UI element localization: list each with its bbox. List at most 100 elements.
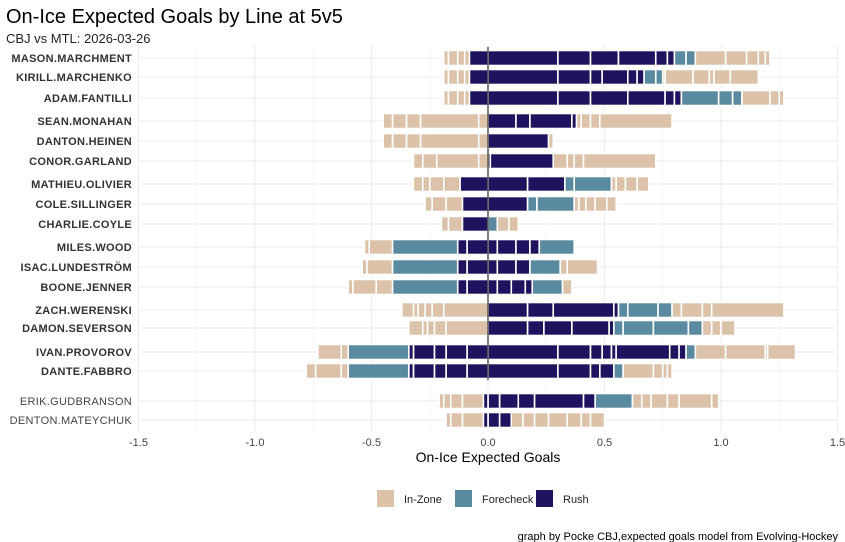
bar-segment-in-zone: [442, 68, 450, 86]
bar-segment-forecheck: [731, 89, 743, 107]
bar-segment-forecheck: [529, 258, 562, 276]
bar-segment-forecheck: [622, 319, 655, 337]
bar-segment-rush: [487, 89, 559, 107]
bar-segment-in-zone: [652, 362, 664, 380]
bar-segment-in-zone: [447, 89, 459, 107]
bar-segment-rush: [466, 343, 489, 361]
bar-segment-rush: [571, 319, 610, 337]
bar-segment-in-zone: [720, 319, 736, 337]
bar-segment-in-zone: [566, 152, 576, 170]
bar-segment-in-zone: [435, 152, 480, 170]
bar-segment-in-zone: [405, 112, 422, 130]
bar-segment-rush: [543, 319, 573, 337]
player-label: DANTE.FABBRO: [41, 366, 132, 378]
bar-segment-rush: [461, 215, 489, 233]
x-tick-label: -0.5: [362, 437, 381, 449]
player-label: CONOR.GARLAND: [29, 156, 132, 168]
bar-segment-rush: [615, 343, 671, 361]
bar-segment-rush: [487, 343, 559, 361]
bar-segment-in-zone: [631, 392, 643, 410]
bar-segment-rush: [515, 112, 531, 130]
bar-segment-forecheck: [657, 301, 673, 319]
bar-segment-forecheck: [617, 301, 629, 319]
bar-segment-in-zone: [710, 319, 722, 337]
player-label: ERIK.GUDBRANSON: [20, 396, 132, 408]
bar-segment-forecheck: [680, 89, 720, 107]
bar-segment-rush: [487, 362, 559, 380]
bar-segment-in-zone: [599, 112, 673, 130]
bar-segment-rush: [557, 343, 592, 361]
bar-segment-forecheck: [687, 319, 704, 337]
bar-segment-in-zone: [352, 278, 377, 296]
bar-segment-rush: [468, 49, 489, 67]
bar-segment-forecheck: [531, 278, 564, 296]
bar-segment-in-zone: [552, 152, 569, 170]
bar-segment-rush: [489, 152, 555, 170]
bar-segment-rush: [589, 68, 603, 86]
bar-segment-in-zone: [391, 132, 408, 150]
bar-segment-in-zone: [741, 89, 771, 107]
bar-segment-in-zone: [449, 392, 464, 410]
bar-segment-in-zone: [419, 132, 480, 150]
bar-segment-in-zone: [710, 301, 785, 319]
legend-swatch-forecheck: [455, 490, 472, 507]
bar-segment-forecheck: [685, 343, 697, 361]
bar-segment-in-zone: [573, 152, 585, 170]
bar-segment-in-zone: [589, 112, 601, 130]
bar-segment-rush: [515, 238, 531, 256]
bar-segment-forecheck: [594, 392, 634, 410]
bar-segment-in-zone: [778, 89, 785, 107]
bar-segment-in-zone: [547, 132, 555, 150]
x-tick-labels: -1.5 -1.0 -0.5 0.0 0.5 1.0 1.5: [129, 437, 845, 449]
bar-segment-in-zone: [671, 301, 683, 319]
bar-segment-rush: [666, 49, 676, 67]
bar-segment-in-zone: [757, 49, 767, 67]
bar-segment-rush: [496, 258, 517, 276]
bar-segment-in-zone: [433, 319, 447, 337]
bar-segment-rush: [673, 89, 683, 107]
bar-segment-rush: [456, 278, 468, 296]
bar-segment-rush: [466, 258, 489, 276]
bar-segment-in-zone: [445, 319, 489, 337]
bar-segment-in-zone: [431, 195, 447, 213]
bar-segment-rush: [626, 89, 666, 107]
player-label: CHARLIE.COYLE: [38, 219, 132, 231]
bar-segment-in-zone: [424, 195, 433, 213]
bar-segment-in-zone: [442, 89, 450, 107]
x-tick-label: -1.0: [246, 437, 265, 449]
bar-segment-in-zone: [428, 175, 445, 193]
bar-segment-in-zone: [578, 195, 587, 213]
bar-segment-in-zone: [419, 112, 480, 130]
bar-segment-in-zone: [317, 343, 343, 361]
x-axis-label: On-Ice Expected Goals: [416, 449, 561, 465]
legend-swatch-in-zone: [377, 490, 394, 507]
bar-segment-in-zone: [456, 89, 466, 107]
bar-segment-in-zone: [636, 175, 650, 193]
bar-segment-rush: [517, 392, 536, 410]
bar-segment-rush: [526, 175, 566, 193]
bar-segment-in-zone: [447, 68, 459, 86]
bar-segment-rush: [678, 343, 687, 361]
bar-segment-in-zone: [340, 362, 349, 380]
bar-segment-rush: [433, 362, 447, 380]
player-label: IVAN.PROVOROV: [36, 347, 132, 359]
bar-segment-in-zone: [769, 89, 781, 107]
bar-segment-rush: [617, 49, 657, 67]
bar-segment-forecheck: [536, 195, 576, 213]
bar-segment-forecheck: [613, 362, 624, 380]
bar-segment-in-zone: [375, 278, 394, 296]
bar-segment-in-zone: [589, 411, 606, 429]
bar-segment-in-zone: [426, 319, 436, 337]
x-tick-label: 0.0: [480, 437, 495, 449]
legend: In-Zone Forecheck Rush: [377, 490, 589, 507]
bar-segment-in-zone: [701, 319, 713, 337]
bar-segment-rush: [466, 238, 489, 256]
bar-segment-in-zone: [624, 175, 638, 193]
bar-segment-in-zone: [680, 301, 704, 319]
bar-segment-rush: [552, 301, 615, 319]
bar-segment-in-zone: [692, 68, 711, 86]
bar-segment-rush: [589, 362, 601, 380]
bar-segment-in-zone: [606, 195, 617, 213]
bar-segment-rush: [468, 89, 489, 107]
bar-segment-rush: [529, 238, 541, 256]
